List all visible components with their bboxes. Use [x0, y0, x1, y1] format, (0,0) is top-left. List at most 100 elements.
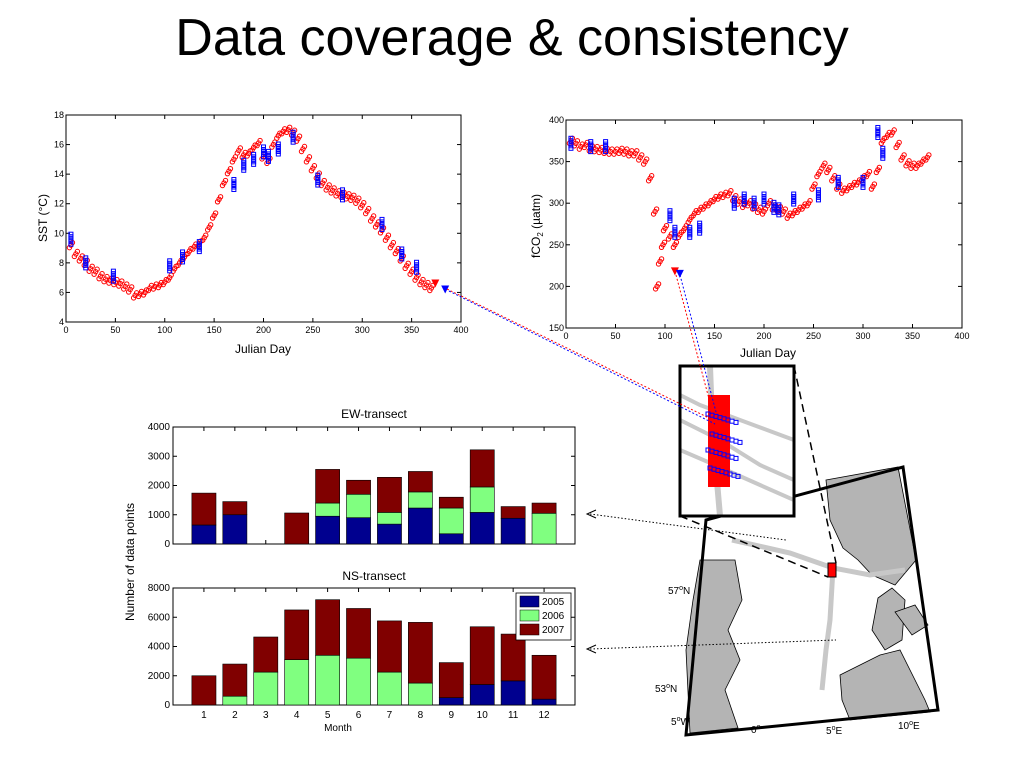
- data-point-red: [804, 203, 810, 209]
- lat57-deg: o: [679, 585, 683, 592]
- data-point-red: [827, 164, 833, 171]
- data-point-red: [896, 139, 902, 146]
- data-point-red: [296, 133, 303, 139]
- data-point-red: [923, 157, 929, 163]
- sst-connector-blue: [448, 290, 716, 425]
- x-tick-label: 2: [232, 710, 238, 721]
- data-point-red: [86, 268, 92, 274]
- data-point-red: [392, 250, 399, 257]
- bar-segment-2007: [469, 449, 495, 488]
- bar-segment-2006: [377, 671, 402, 706]
- y-tick-label: 16: [54, 140, 64, 150]
- shared-y-axis-label: Number of data points: [123, 503, 137, 621]
- data-point-red: [661, 239, 668, 246]
- data-point-red: [863, 173, 870, 180]
- data-point-blue: [880, 155, 886, 161]
- data-point-red: [99, 270, 105, 277]
- bar-segment-2007: [531, 654, 557, 700]
- fco2-chart: 0 50 100 150 200 250 300 350 400 150 200 250 300 350 4…: [529, 115, 970, 360]
- bar-segment-2007: [346, 608, 371, 659]
- data-point-red: [807, 198, 813, 204]
- bar-segment-2006: [408, 491, 433, 509]
- y-tick-label: 0: [164, 539, 170, 550]
- inset-blue-point: [737, 439, 743, 445]
- data-point-red: [757, 204, 764, 211]
- bar-segment-2007: [315, 599, 340, 656]
- data-point-red: [101, 278, 107, 285]
- y-tick-label: 350: [549, 157, 564, 167]
- data-point-blue: [399, 256, 405, 262]
- data-point-red: [96, 275, 102, 282]
- data-point-red: [348, 197, 354, 204]
- data-point-red: [918, 161, 924, 167]
- bar-segment-2007: [377, 620, 402, 673]
- connectors: [446, 274, 837, 654]
- data-point-red: [303, 159, 310, 165]
- data-point-red: [274, 135, 280, 141]
- bar-segment-2007: [408, 622, 433, 684]
- data-point-blue: [771, 209, 777, 215]
- data-point-red: [715, 196, 721, 202]
- data-point-red: [298, 148, 305, 155]
- data-point-red: [119, 278, 125, 284]
- bar-segment-2007: [284, 609, 310, 660]
- data-point-blue: [83, 265, 89, 271]
- data-point-red: [911, 160, 917, 166]
- arrow-marker: [441, 285, 450, 294]
- bar-segment-2007: [191, 492, 217, 526]
- x-tick-label: 1: [201, 710, 207, 721]
- bar-segment-2007: [222, 501, 248, 516]
- data-point-red: [367, 218, 374, 224]
- data-point-red: [824, 169, 830, 176]
- data-point-blue: [835, 184, 841, 190]
- bar-segment-2007: [346, 479, 371, 495]
- bar-segment-2007: [500, 633, 526, 682]
- data-point-red: [420, 276, 426, 283]
- data-point-red: [700, 206, 706, 212]
- data-point-red: [839, 190, 845, 196]
- bar-segment-2007: [377, 477, 402, 513]
- land-sweden: [894, 604, 929, 636]
- arrow-marker: [431, 279, 440, 288]
- data-point-red: [903, 163, 909, 169]
- north-sea-map: 57oN 53oN 5oW 0o 5oE 10oE: [655, 465, 940, 737]
- data-point-red: [204, 227, 211, 233]
- data-point-red: [336, 188, 342, 194]
- data-point-red: [648, 173, 655, 179]
- x-tick-label: 50: [610, 331, 620, 341]
- sst-arrow-markers: [431, 279, 450, 294]
- legend-label-2006: 2006: [542, 611, 565, 622]
- bar-segment-2006: [315, 654, 340, 706]
- data-point-red: [609, 146, 615, 152]
- data-point-red: [155, 284, 162, 291]
- data-point-blue: [751, 205, 757, 211]
- data-point-blue: [241, 167, 247, 173]
- data-point-red: [323, 187, 329, 193]
- data-point-red: [673, 239, 680, 246]
- data-point-red: [596, 149, 602, 156]
- data-point-red: [888, 132, 894, 138]
- data-point-red: [819, 165, 825, 171]
- data-point-red: [395, 245, 402, 252]
- data-point-red: [634, 148, 640, 154]
- x-tick-label: 10: [477, 710, 489, 721]
- x-tick-label: 7: [387, 710, 393, 721]
- data-point-red: [76, 258, 83, 264]
- data-point-red: [913, 165, 919, 171]
- x-tick-label: 150: [707, 331, 722, 341]
- x-tick-label: 0: [563, 331, 568, 341]
- data-point-red: [402, 265, 408, 272]
- sst-x-axis-label: Julian Day: [235, 342, 291, 356]
- data-point-red: [214, 199, 221, 205]
- data-point-red: [629, 148, 635, 154]
- data-point-red: [385, 232, 392, 238]
- data-point-red: [871, 181, 878, 187]
- data-point-red: [361, 199, 367, 206]
- data-point-blue: [667, 218, 673, 224]
- data-point-red: [362, 210, 369, 217]
- x-tick-label: 350: [404, 325, 419, 335]
- bar-segment-2006: [438, 507, 464, 535]
- data-point-red: [728, 188, 734, 194]
- y-tick-label: 0: [164, 700, 170, 711]
- bar-segment-2005: [500, 680, 526, 706]
